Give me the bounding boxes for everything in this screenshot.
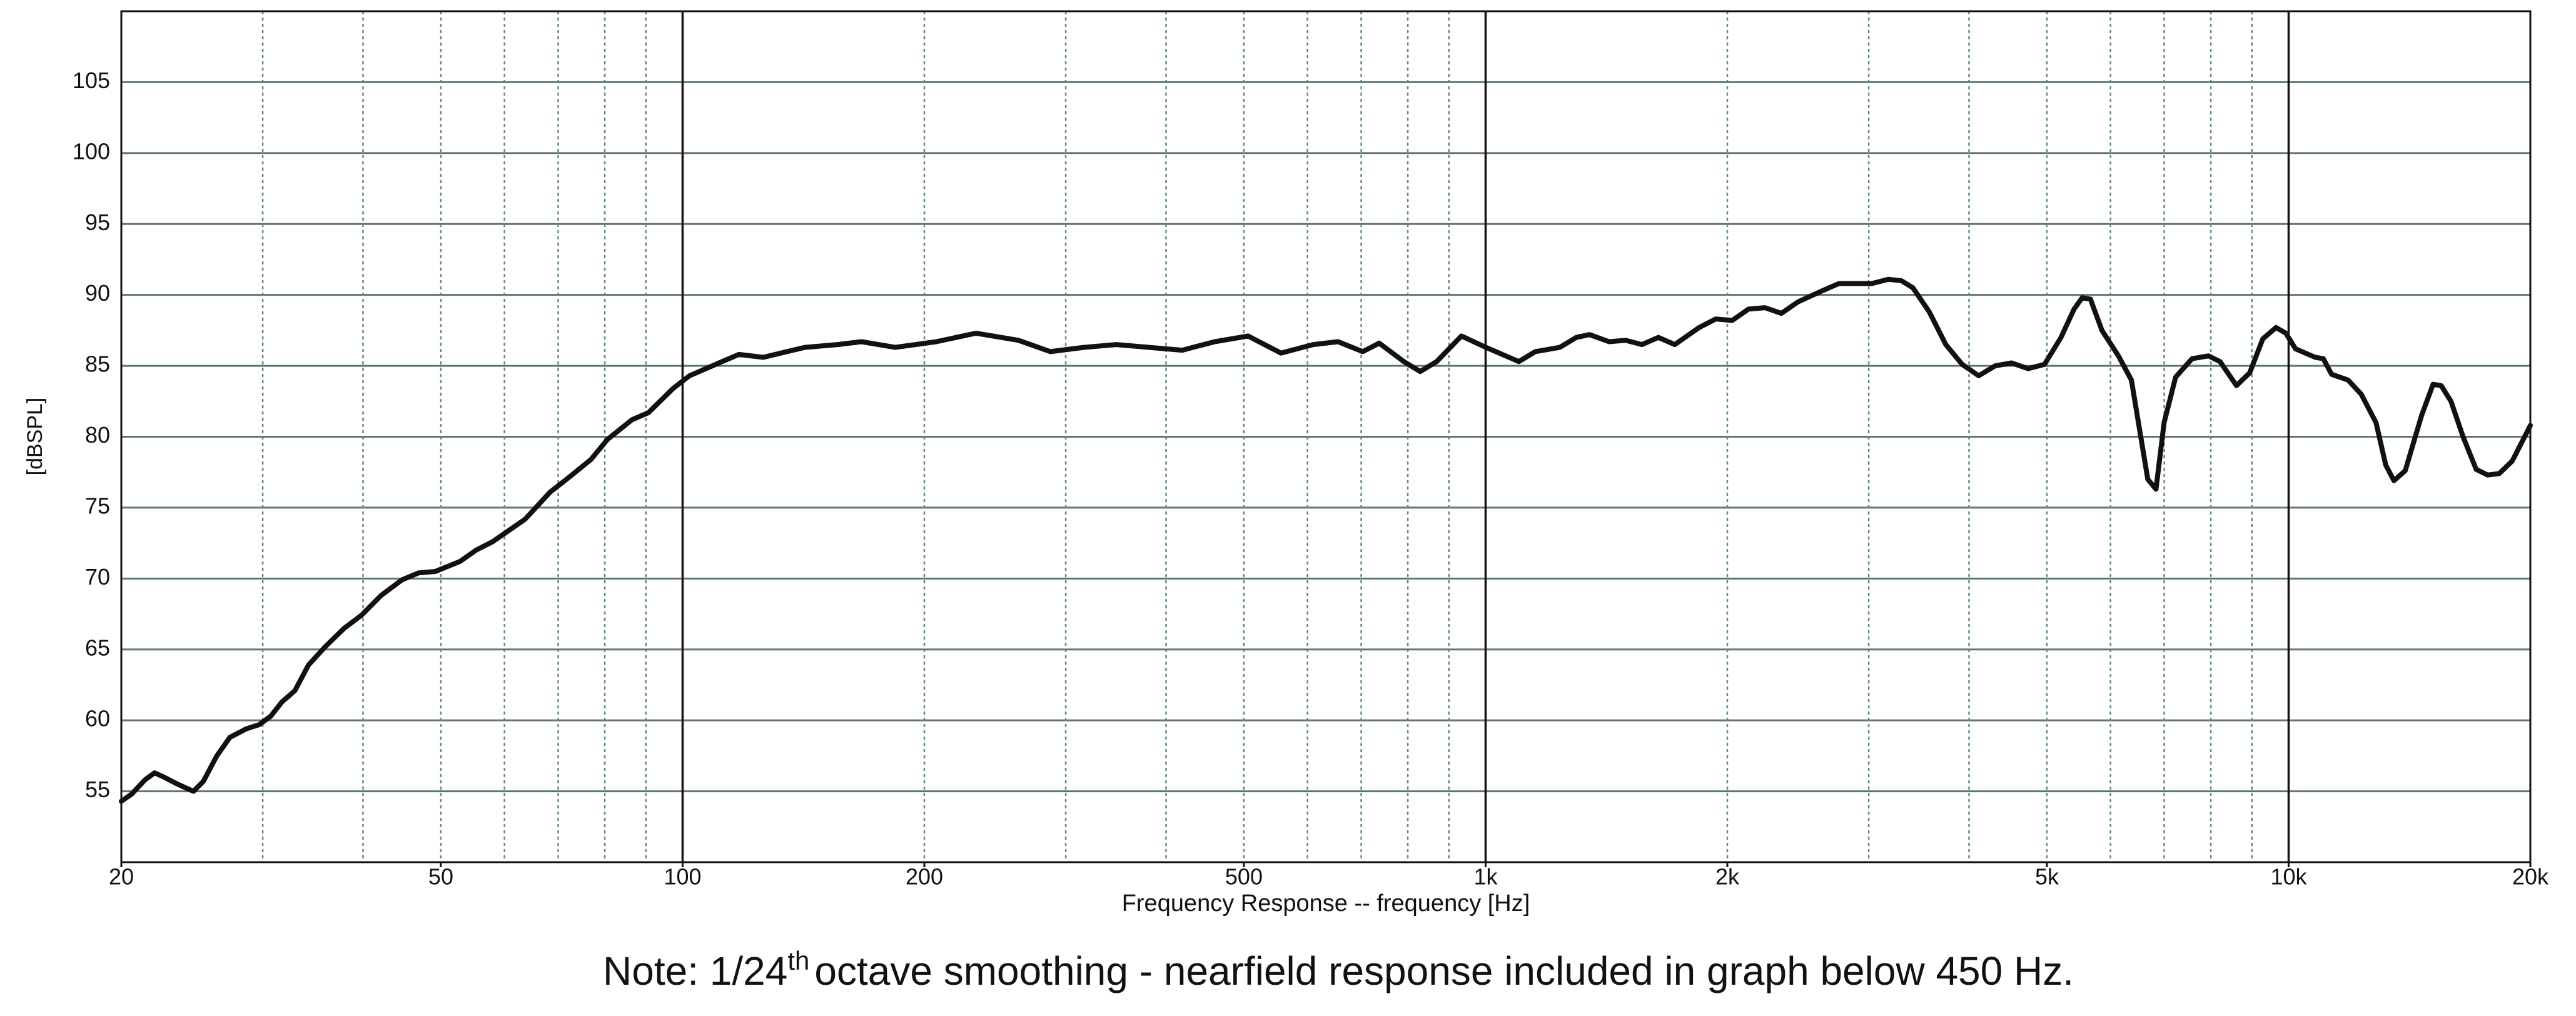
y-tick-label: 70 [85,564,110,590]
response-line [119,276,2533,804]
tick-labels: 55 60 65 70 75 80 85 90 95 100 105 20 50 100 200 500 1k 2… [73,68,2549,890]
y-tick-label: 100 [73,138,110,164]
x-tick-label: 50 [428,864,453,890]
y-tick-label: 90 [85,280,110,306]
note-superscript: th [787,946,809,975]
note-text: Note: 1/24 [603,948,787,993]
x-tick-label: 1k [1473,864,1498,890]
x-tick-label: 500 [1225,864,1263,890]
y-tick-label: 55 [85,777,110,802]
y-tick-label: 80 [85,422,110,448]
x-tick-label: 20 [109,864,134,890]
y-tick-label: 75 [85,493,110,518]
x-axis-label: Frequency Response -- frequency [Hz] [1122,890,1530,917]
y-tick-label: 60 [85,706,110,732]
x-tick-label: 100 [664,864,701,890]
grid [121,11,2530,862]
plot-frame [120,10,2532,863]
x-tick-label: 10k [2270,864,2307,890]
y-axis-label: [dBSPL] [23,398,47,476]
note: Note: 1/24th octave smoothing - nearfield… [603,946,2074,993]
y-tick-label: 85 [85,351,110,377]
y-tick-label: 105 [73,68,110,93]
plot-area [119,276,2533,804]
x-tick-label: 5k [2035,864,2059,890]
x-tick-label: 200 [906,864,943,890]
x-tick-label: 2k [1715,864,1740,890]
y-tick-label: 65 [85,635,110,660]
y-tick-label: 95 [85,209,110,235]
note-text: octave smoothing - nearfield response in… [814,948,2074,993]
x-tick-label: 20k [2512,864,2549,890]
